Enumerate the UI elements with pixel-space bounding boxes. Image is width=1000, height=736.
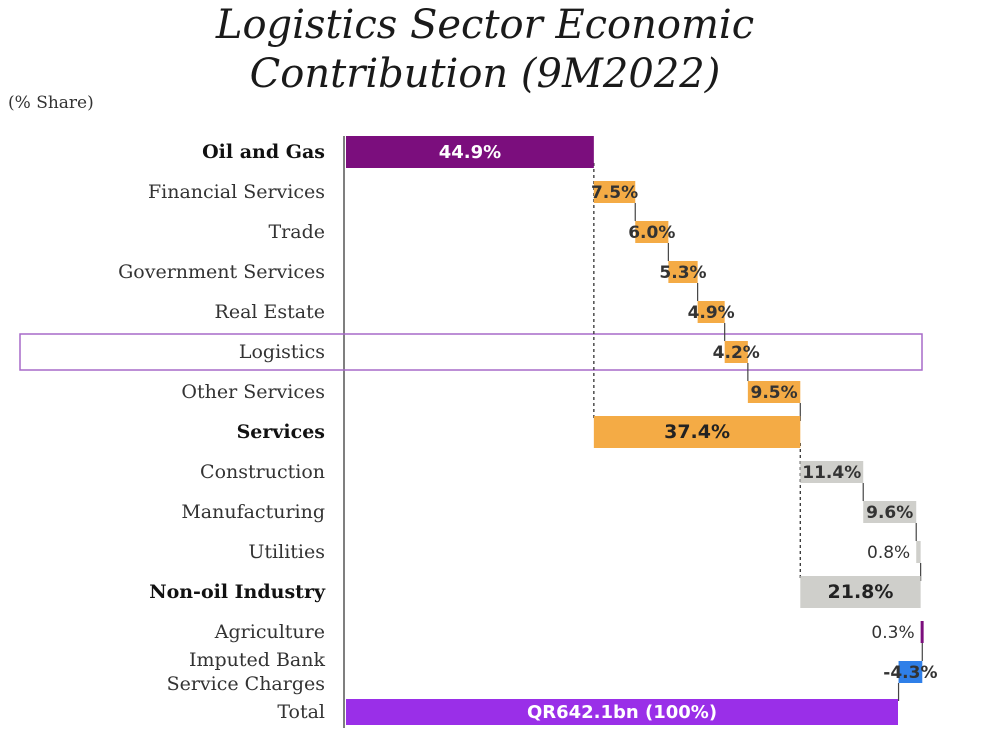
bar (346, 699, 898, 725)
value-label: 0.8% (867, 543, 910, 563)
value-label: 7.5% (591, 183, 638, 203)
bar (916, 541, 921, 563)
value-label: 6.0% (628, 223, 675, 243)
bar (697, 301, 725, 323)
bar (346, 136, 594, 168)
bar (863, 501, 917, 523)
category-label: Agriculture (214, 621, 325, 643)
value-label: 9.5% (750, 383, 797, 403)
value-label: 37.4% (664, 421, 730, 443)
category-label: Oil and Gas (202, 141, 325, 163)
value-label: 21.8% (828, 581, 894, 603)
logistics-highlight-frame (19, 333, 923, 371)
value-label: 44.9% (439, 142, 501, 163)
category-label: Services (237, 421, 325, 443)
bar (593, 181, 636, 203)
category-label: Manufacturing (181, 501, 325, 523)
bar (800, 461, 864, 483)
value-label: 5.3% (659, 263, 706, 283)
value-label: 4.9% (688, 303, 735, 323)
bar (668, 261, 698, 283)
category-label: Real Estate (215, 301, 325, 323)
value-label: QR642.1bn (100%) (527, 702, 717, 723)
value-label: -4.3% (883, 663, 937, 683)
category-label: Imputed Bank Service Charges (167, 649, 326, 695)
category-label: Financial Services (148, 181, 325, 203)
bar (920, 621, 924, 643)
value-label: 0.3% (871, 623, 914, 643)
category-label: Other Services (181, 381, 325, 403)
value-label: 9.6% (866, 503, 913, 523)
chart-rows: Oil and Gas 44.9% Financial Services 7.5% Tr… (19, 136, 938, 725)
category-label: Government Services (118, 261, 325, 283)
bar (800, 576, 921, 608)
bar (747, 381, 801, 403)
bar (724, 341, 748, 363)
value-label: 11.4% (802, 463, 861, 483)
category-label: Logistics (239, 341, 325, 363)
category-label: Non-oil Industry (149, 581, 326, 603)
unit-label: (% Share) (8, 93, 94, 113)
category-label: Trade (269, 221, 326, 243)
category-label: Construction (200, 461, 325, 483)
chart-title-line-2: Contribution (9M2022) (250, 51, 721, 97)
chart-title-line-1: Logistics Sector Economic (215, 2, 754, 48)
bar (635, 221, 669, 243)
bar (593, 416, 801, 448)
category-label: Total (277, 701, 325, 723)
category-label: Utilities (248, 541, 325, 563)
bar (898, 661, 923, 683)
value-label: 4.2% (713, 343, 760, 363)
